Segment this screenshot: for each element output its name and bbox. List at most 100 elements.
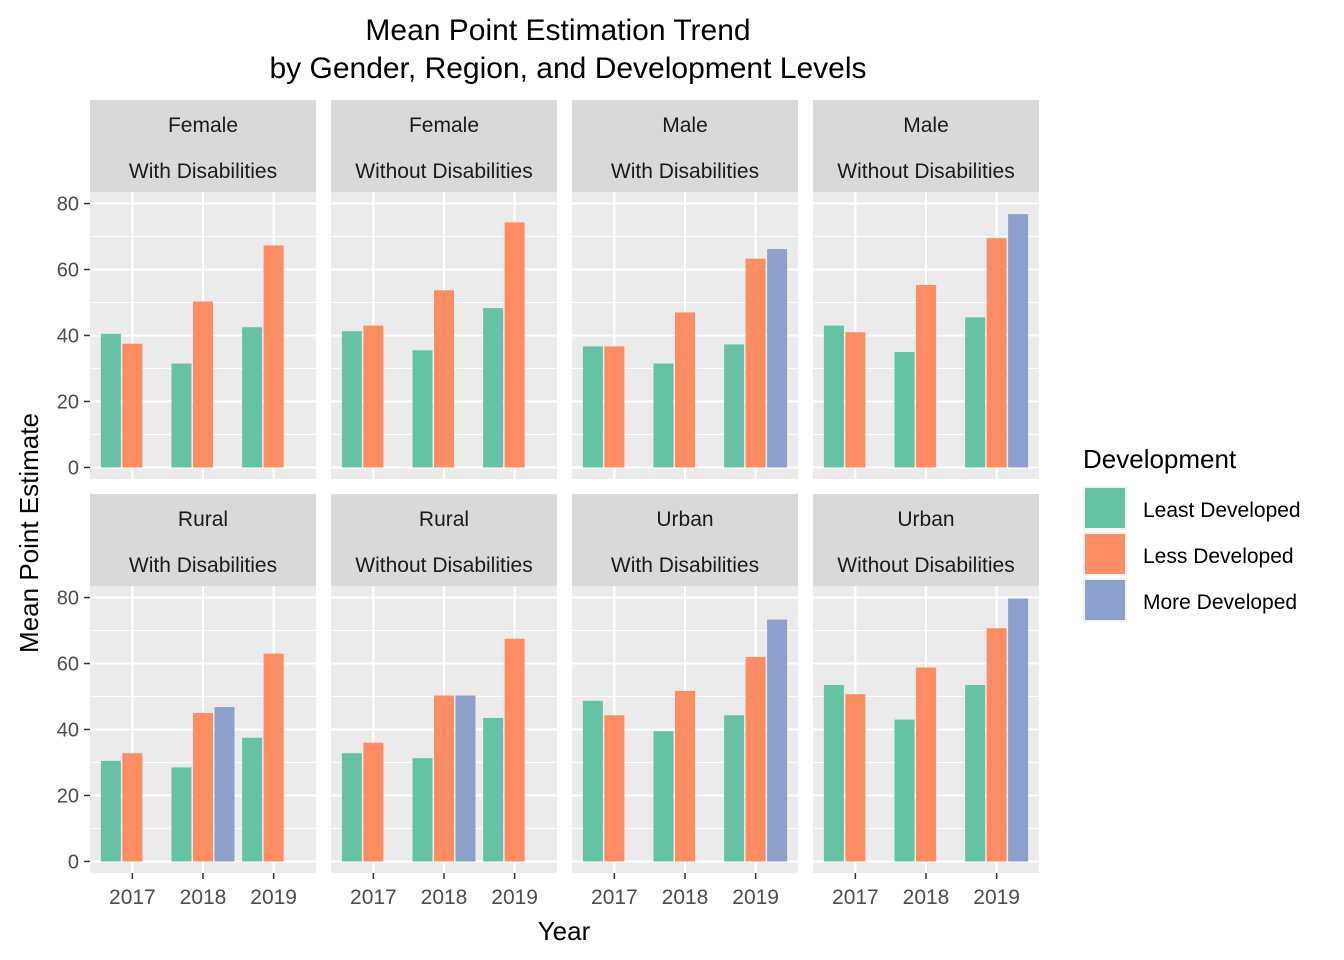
chart-title-line1: Mean Point Estimation Trend [365,14,750,47]
bar-least-developed-2018 [412,758,433,862]
bar-least-developed-2017 [341,753,362,862]
facet-strip-label: Female [168,114,238,137]
facet-strip [813,100,1039,192]
x-tick-label: 2017 [109,886,156,909]
bar-more-developed-2018 [214,707,235,862]
x-tick-label: 2019 [491,886,538,909]
bar-less-developed-2019 [504,222,525,468]
bar-less-developed-2017 [363,742,384,862]
facet-strip-label: Male [903,114,949,137]
bar-more-developed-2019 [767,619,788,862]
chart-title-line2: by Gender, Region, and Development Level… [269,52,866,85]
bar-less-developed-2018 [193,713,213,862]
bar-least-developed-2018 [894,351,915,468]
facet-strip [331,100,557,192]
bar-more-developed-2018 [455,695,476,862]
facet-panel: Female With Disabilities [90,100,316,479]
legend-title: Development [1083,444,1237,474]
bar-less-developed-2017 [604,346,625,468]
facet-strip-label: With Disabilities [129,160,277,183]
bar-least-developed-2018 [412,350,433,468]
bar-least-developed-2017 [100,760,121,862]
axes: 0 20 40 60 80 0 20 40 60 80 2017 2018 2019 2017 2018 20… [57,194,1020,909]
bar-less-developed-2017 [604,715,625,862]
facet-strip-label: With Disabilities [611,160,759,183]
legend: Development Least Developed Less Developed… [1083,444,1301,622]
bar-least-developed-2017 [341,331,362,468]
x-tick-label: 2017 [350,886,397,909]
legend-swatch [1085,580,1125,620]
bar-less-developed-2019 [745,656,766,862]
bar-least-developed-2019 [965,684,986,862]
bar-less-developed-2019 [263,245,284,468]
x-tick-label: 2018 [421,886,468,909]
bar-less-developed-2017 [845,332,866,468]
x-tick-label: 2019 [250,886,297,909]
facet-strip-label: Rural [178,508,228,531]
y-tick-label: 20 [57,391,79,413]
bar-less-developed-2019 [986,628,1007,862]
bar-least-developed-2019 [242,737,263,862]
facet-panel: Female Without Disabilities [331,100,557,479]
bar-less-developed-2019 [504,638,525,862]
x-axis-title: Year [538,916,591,946]
facet-strip-label: Rural [419,508,469,531]
legend-label: Least Developed [1143,499,1301,522]
facet-strip-label: With Disabilities [611,554,759,577]
bar-more-developed-2019 [767,249,788,468]
facet-panel: Urban With Disabilities [572,494,798,873]
y-tick-label: 40 [57,720,79,742]
facet-panel: Rural Without Disabilities [331,494,557,873]
bar-least-developed-2017 [823,325,844,468]
bar-less-developed-2019 [745,258,766,468]
facet-strip [331,494,557,586]
bar-less-developed-2017 [363,325,384,468]
y-tick-label: 60 [57,654,79,676]
y-tick-label: 60 [57,260,79,282]
facet-strip-label: Without Disabilities [355,160,532,183]
facet-strip-label: Without Disabilities [355,554,532,577]
facet-strip-label: Male [662,114,708,137]
bar-less-developed-2018 [916,285,936,468]
facet-strip [572,494,798,586]
facet-panel: Male Without Disabilities [813,100,1039,479]
legend-label: More Developed [1143,591,1297,614]
legend-label: Less Developed [1143,545,1294,568]
facet-strip-label: Urban [656,508,713,531]
y-axis-title: Mean Point Estimate [14,413,44,653]
y-tick-label: 40 [57,326,79,348]
legend-swatch [1085,488,1125,528]
x-tick-label: 2017 [832,886,879,909]
bar-less-developed-2017 [122,343,143,468]
facet-strip-label: Urban [897,508,954,531]
bar-least-developed-2018 [171,767,192,862]
bar-less-developed-2018 [916,667,936,862]
bar-less-developed-2017 [122,753,143,862]
bar-least-developed-2019 [242,327,263,468]
bar-less-developed-2018 [193,301,213,468]
y-tick-label: 20 [57,785,79,807]
bar-least-developed-2019 [724,344,745,468]
bar-less-developed-2018 [434,290,454,468]
x-tick-label: 2018 [903,886,950,909]
bar-least-developed-2019 [483,308,504,468]
bar-least-developed-2019 [724,715,745,862]
facet-strip-label: With Disabilities [129,554,277,577]
y-tick-label: 0 [68,457,79,479]
x-tick-label: 2018 [662,886,709,909]
facet-panels: Female With Disabilities Female Without Dis… [90,100,1039,873]
bar-less-developed-2018 [675,312,695,468]
bar-least-developed-2018 [171,363,192,468]
bar-more-developed-2019 [1008,214,1029,468]
bar-least-developed-2017 [582,700,603,862]
bar-least-developed-2018 [653,731,674,862]
bar-least-developed-2019 [483,717,504,862]
bar-least-developed-2017 [823,684,844,862]
y-tick-label: 80 [57,194,79,216]
y-tick-label: 80 [57,588,79,610]
bar-less-developed-2019 [263,653,284,862]
bar-least-developed-2017 [582,346,603,468]
facet-strip-label: Without Disabilities [837,554,1014,577]
y-tick-label: 0 [68,851,79,873]
